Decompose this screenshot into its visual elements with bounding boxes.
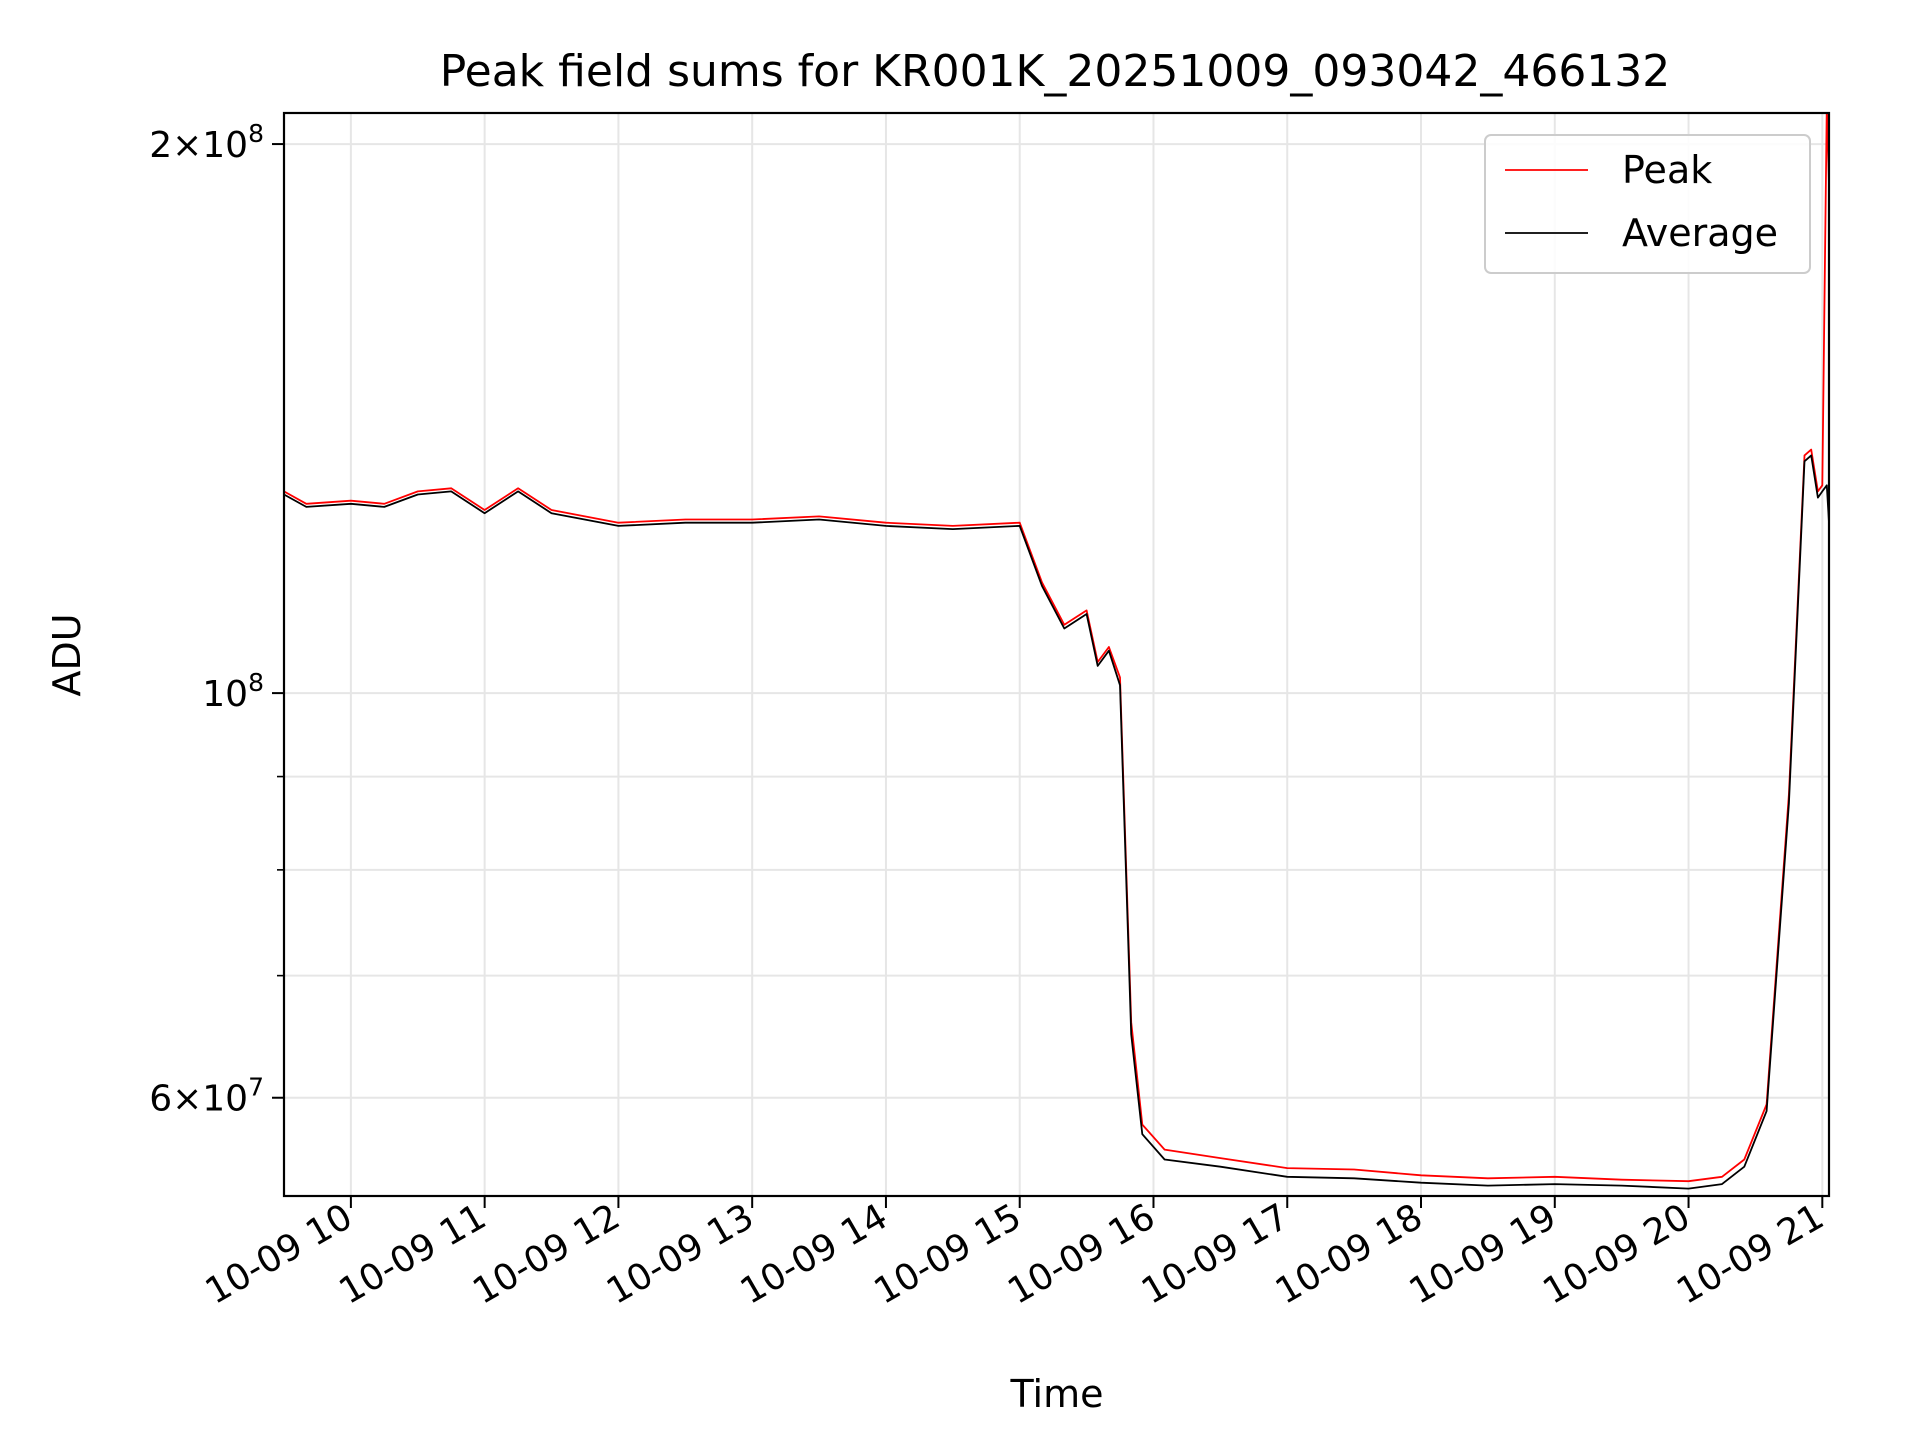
legend: Peak Average bbox=[1484, 134, 1811, 274]
grid bbox=[284, 113, 1829, 1196]
series-line-average bbox=[284, 454, 1829, 1190]
y-tick-label: 6×107 bbox=[149, 1073, 264, 1120]
y-tick-label: 108 bbox=[202, 668, 264, 715]
y-axis-label: ADU bbox=[45, 613, 89, 696]
legend-label-peak: Peak bbox=[1622, 148, 1712, 192]
y-tick-label: 2×108 bbox=[149, 119, 264, 166]
legend-label-average: Average bbox=[1622, 211, 1778, 255]
series-layer bbox=[284, 113, 1829, 1190]
plot-frame bbox=[282, 111, 1831, 1198]
y-axis: 108 2×108 6×107 bbox=[149, 119, 284, 1120]
chart-title: Peak field sums for KR001K_20251009_0930… bbox=[440, 46, 1671, 97]
x-axis-label: Time bbox=[1010, 1372, 1104, 1416]
